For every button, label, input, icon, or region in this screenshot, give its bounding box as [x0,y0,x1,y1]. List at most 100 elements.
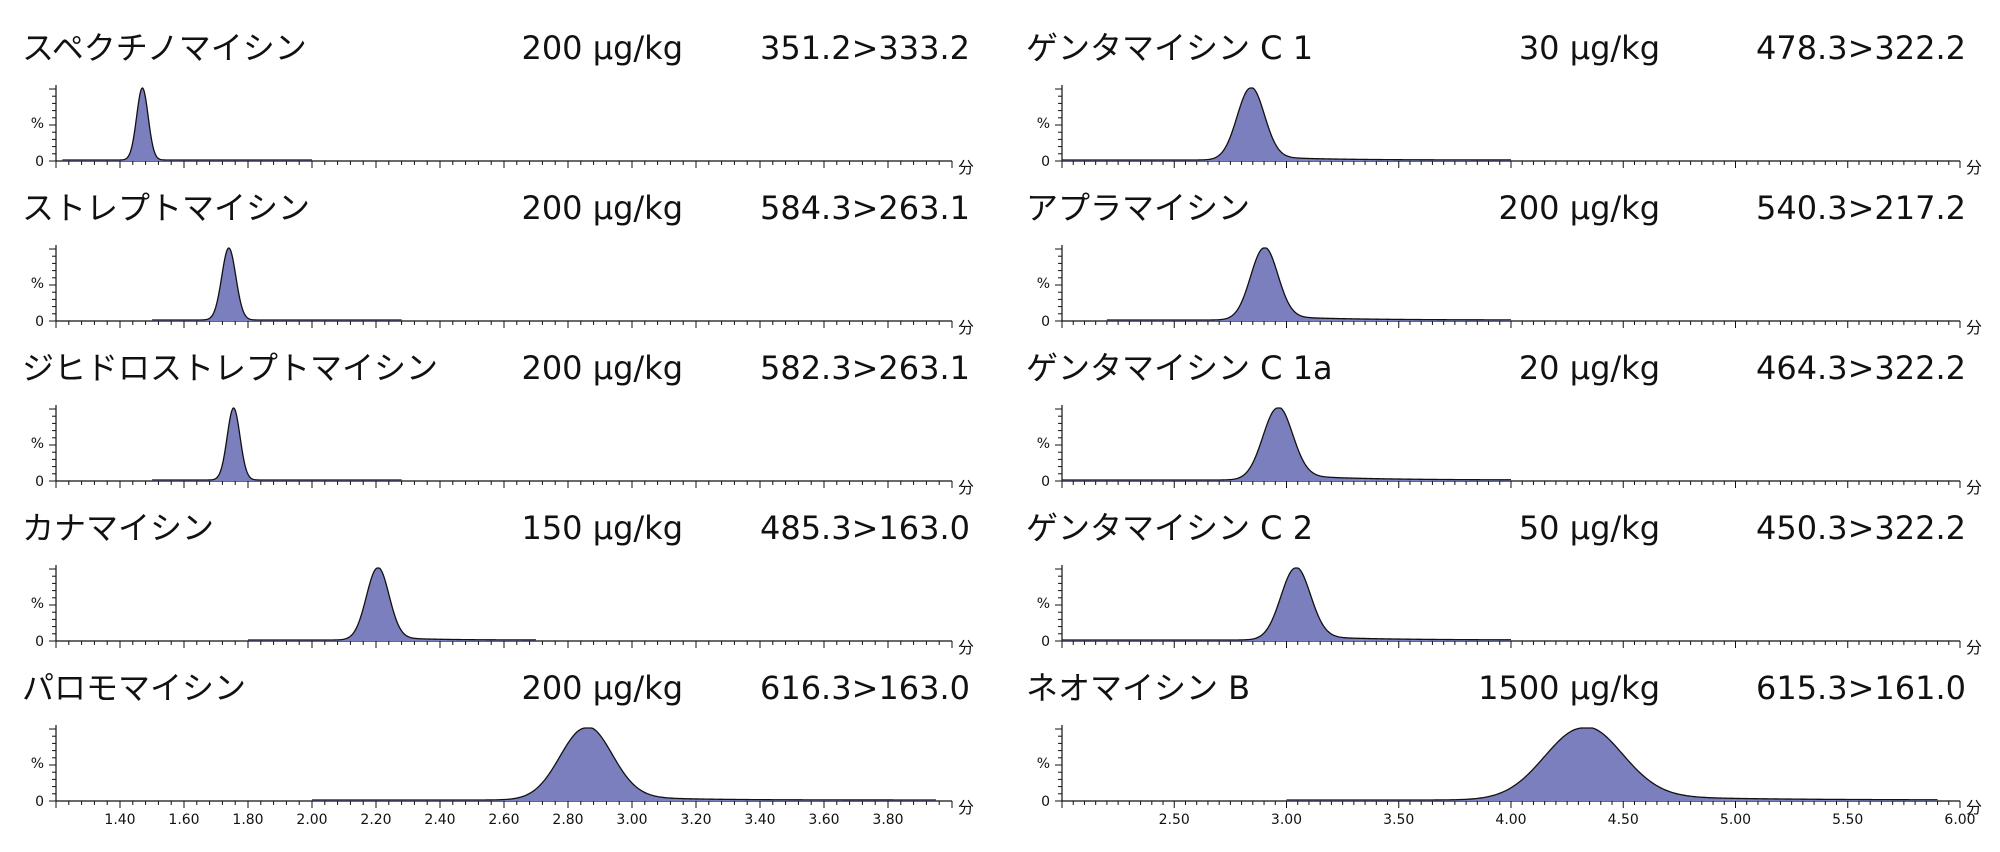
x-tick-label: 3.00 [616,812,647,828]
y-axis-percent-label: % [1037,276,1050,292]
x-tick-label: 2.60 [488,812,519,828]
concentration-label: 200 µg/kg [521,669,683,707]
y-axis-zero-label: 0 [35,794,44,810]
y-axis-percent-label: % [31,276,44,292]
chart-title: ゲンタマイシン C 2 [1026,509,1314,547]
x-tick-label: 2.40 [424,812,455,828]
mrm-transition-label: 582.3>263.1 [759,349,970,387]
y-axis-percent-label: % [1037,756,1050,772]
x-tick-label: 1.80 [232,812,263,828]
mrm-transition-label: 464.3>322.2 [1755,349,1966,387]
x-tick-label: 5.50 [1832,812,1863,828]
concentration-label: 200 µg/kg [521,349,683,387]
x-axis-unit-label: 分 [1966,798,1982,817]
peak-area [1062,408,1511,481]
chart-title: パロモマイシン [22,669,247,707]
y-axis-percent-label: % [31,436,44,452]
y-axis-zero-label: 0 [35,634,44,650]
x-axis-unit-label: 分 [958,158,974,177]
concentration-label: 50 µg/kg [1518,509,1660,547]
y-axis-percent-label: % [1037,116,1050,132]
y-axis-percent-label: % [1037,596,1050,612]
chart-title: カナマイシン [22,509,215,547]
mrm-transition-label: 450.3>322.2 [1755,509,1966,547]
x-tick-label: 3.80 [872,812,903,828]
x-tick-label: 6.00 [1944,812,1975,828]
chromatogram-trace [248,567,536,641]
chromatogram-trace [312,727,936,801]
chromatogram-trace [1062,407,1511,481]
x-tick-label: 3.50 [1383,812,1414,828]
chromatogram-trace [1062,567,1511,641]
chart-title: ゲンタマイシン C 1 [1026,29,1314,67]
mrm-transition-label: 351.2>333.2 [759,29,970,67]
y-axis-zero-label: 0 [1041,154,1050,170]
y-axis-zero-label: 0 [35,474,44,490]
x-tick-label: 2.80 [552,812,583,828]
x-axis-unit-label: 分 [1966,158,1982,177]
chromatogram-trace [1286,727,1938,801]
chromatogram-trace [1106,247,1511,321]
mrm-transition-label: 616.3>163.0 [759,669,970,707]
mrm-transition-label: 540.3>217.2 [1755,189,1966,227]
x-tick-label: 1.40 [104,812,135,828]
concentration-label: 30 µg/kg [1518,29,1660,67]
y-axis-zero-label: 0 [1041,314,1050,330]
y-axis-percent-label: % [31,116,44,132]
mrm-transition-label: 615.3>161.0 [1755,669,1966,707]
x-tick-label: 2.20 [360,812,391,828]
peak-area [1286,728,1938,801]
y-axis-percent-label: % [31,596,44,612]
y-axis-zero-label: 0 [1041,634,1050,650]
chart-title: ネオマイシン B [1026,669,1251,707]
x-tick-label: 4.50 [1608,812,1639,828]
chromatogram-trace [152,407,402,481]
concentration-label: 20 µg/kg [1518,349,1660,387]
x-tick-label: 3.00 [1271,812,1302,828]
chart-title: ストレプトマイシン [22,189,311,227]
y-axis-zero-label: 0 [35,314,44,330]
y-axis-zero-label: 0 [35,154,44,170]
peak-area [1062,568,1511,641]
chart-title: スペクチノマイシン [22,29,307,67]
x-axis-unit-label: 分 [1966,318,1982,337]
peak-area [248,568,536,641]
y-axis-zero-label: 0 [1041,794,1050,810]
concentration-label: 150 µg/kg [521,509,683,547]
concentration-label: 200 µg/kg [521,29,683,67]
x-tick-label: 2.00 [296,812,327,828]
chromatogram-trace [152,247,402,321]
mrm-transition-label: 584.3>263.1 [759,189,970,227]
y-axis-percent-label: % [31,756,44,772]
mrm-transition-label: 485.3>163.0 [759,509,970,547]
x-tick-label: 5.00 [1720,812,1751,828]
x-axis-unit-label: 分 [958,798,974,817]
chart-title: ゲンタマイシン C 1a [1026,349,1333,387]
mrm-transition-label: 478.3>322.2 [1755,29,1966,67]
x-tick-label: 1.60 [168,812,199,828]
x-axis-unit-label: 分 [958,638,974,657]
chromatogram-trace [62,87,312,161]
x-axis-unit-label: 分 [1966,478,1982,497]
peak-area [312,728,936,801]
chart-title: ジヒドロストレプトマイシン [22,349,439,387]
x-tick-label: 3.40 [744,812,775,828]
concentration-label: 1500 µg/kg [1478,669,1660,707]
y-axis-zero-label: 0 [1041,474,1050,490]
concentration-label: 200 µg/kg [521,189,683,227]
x-axis-unit-label: 分 [1966,638,1982,657]
x-tick-label: 4.00 [1495,812,1526,828]
concentration-label: 200 µg/kg [1498,189,1660,227]
x-tick-label: 3.20 [680,812,711,828]
